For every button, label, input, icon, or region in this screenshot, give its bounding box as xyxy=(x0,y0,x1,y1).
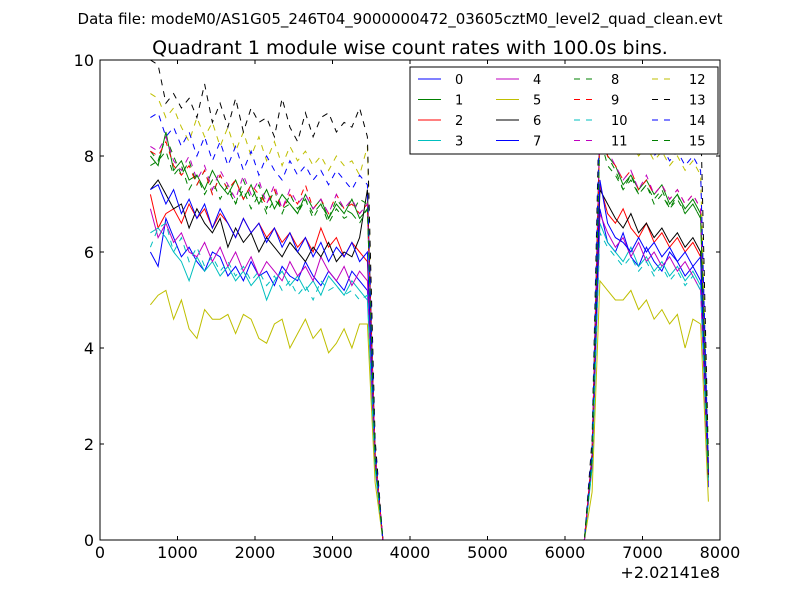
legend-label-7: 7 xyxy=(533,135,541,150)
x-tick-label: 8000 xyxy=(700,543,741,562)
chart-title: Quadrant 1 module wise count rates with … xyxy=(152,37,668,59)
figure-suptitle: Data file: modeM0/AS1G05_246T04_90000004… xyxy=(78,10,723,29)
series-line-8 xyxy=(150,127,709,540)
series-line-4 xyxy=(149,208,709,540)
legend-label-15: 15 xyxy=(689,135,706,150)
series-line-9 xyxy=(150,131,709,540)
x-tick-label: 4000 xyxy=(390,543,431,562)
legend-label-12: 12 xyxy=(689,73,706,88)
series-line-7 xyxy=(150,179,709,540)
legend-label-3: 3 xyxy=(455,135,463,150)
series-line-14 xyxy=(150,103,709,540)
series-line-6 xyxy=(150,179,709,540)
series-line-5 xyxy=(150,279,709,540)
x-tick-label: 2000 xyxy=(235,543,276,562)
legend-label-9: 9 xyxy=(611,94,619,109)
series-line-10 xyxy=(149,222,709,540)
y-tick-label: 4 xyxy=(84,339,94,358)
legend-label-11: 11 xyxy=(611,135,628,150)
x-tick-label: 3000 xyxy=(312,543,353,562)
x-tick-label: 1000 xyxy=(157,543,198,562)
y-tick-label: 10 xyxy=(74,51,94,70)
x-tick-label: 6000 xyxy=(545,543,586,562)
legend-label-8: 8 xyxy=(611,73,619,88)
y-tick-label: 8 xyxy=(84,147,94,166)
legend-label-14: 14 xyxy=(689,114,706,129)
y-tick-label: 2 xyxy=(84,435,94,454)
legend-label-1: 1 xyxy=(455,94,463,109)
legend-label-13: 13 xyxy=(689,94,706,109)
x-tick-label: 5000 xyxy=(467,543,508,562)
legend-label-6: 6 xyxy=(533,114,541,129)
series-line-3 xyxy=(150,223,709,540)
series-line-12 xyxy=(150,93,709,540)
x-tick-label: 0 xyxy=(95,543,105,562)
legend-label-0: 0 xyxy=(455,73,463,88)
legend-label-4: 4 xyxy=(533,73,541,88)
legend-label-5: 5 xyxy=(533,94,541,109)
x-axis-offset-label: +2.02141e8 xyxy=(620,563,720,582)
y-tick-label: 0 xyxy=(84,531,94,550)
legend-frame xyxy=(409,66,719,155)
y-tick-label: 6 xyxy=(84,243,94,262)
plot-area xyxy=(149,60,709,540)
legend-label-10: 10 xyxy=(611,114,628,129)
x-tick-label: 7000 xyxy=(622,543,663,562)
legend-label-2: 2 xyxy=(455,114,463,129)
